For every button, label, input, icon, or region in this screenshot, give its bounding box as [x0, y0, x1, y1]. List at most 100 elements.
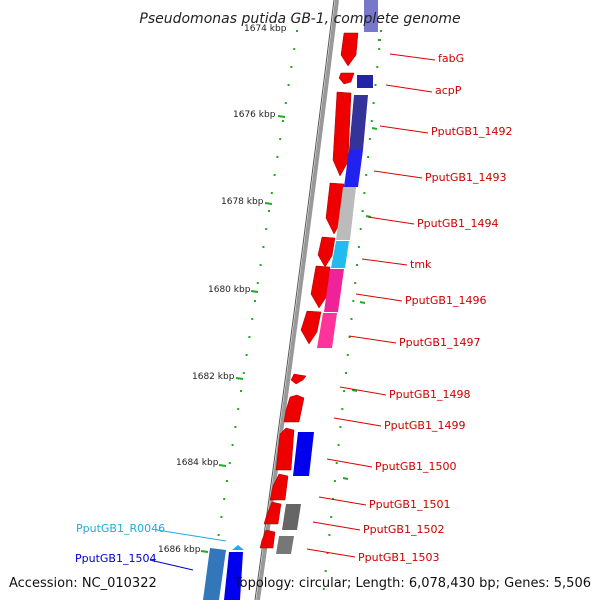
scale-dot [350, 318, 353, 320]
scale-dot [380, 30, 382, 32]
gene-label: acpP [435, 84, 462, 97]
scale-dot [348, 336, 351, 338]
scale-dot [296, 30, 298, 32]
tick-label: 1674 kbp [244, 24, 287, 34]
cds-arrow-acpP [338, 72, 355, 85]
scale-dot [368, 138, 371, 140]
cds-arrow-1501 [269, 473, 289, 501]
function-block [357, 75, 373, 88]
tick-mark [250, 290, 259, 293]
forward-cds-track [259, 32, 359, 549]
scale-dot [293, 48, 296, 50]
scale-dot [242, 372, 245, 374]
scale-dot [220, 516, 223, 518]
scale-dot [228, 462, 231, 464]
scale-dot [354, 282, 357, 284]
function-block [344, 150, 363, 187]
scale-dot [326, 552, 329, 554]
scale-dot [240, 390, 242, 392]
function-block [203, 548, 226, 600]
gene-label: PputGB1_1501 [369, 498, 450, 511]
tick-label: 1680 kbp [208, 285, 251, 295]
scale-dot [372, 102, 375, 104]
gene-label: PputGB1_1494 [417, 217, 498, 230]
scale-dot [276, 156, 279, 158]
scale-dot [248, 336, 251, 338]
scale-dot [376, 66, 379, 68]
accession-text: Accession: NC_010322 [9, 576, 157, 591]
cds-arrow-1503 [259, 529, 276, 549]
scale-dot [273, 174, 276, 176]
cds-arrow-tmk [317, 236, 336, 268]
scale-dot [322, 588, 325, 590]
gene-label: PputGB1_1493 [425, 171, 506, 184]
function-block [336, 187, 356, 240]
scale-dot [265, 228, 268, 230]
scale-dot [254, 300, 256, 302]
scale-dot [343, 390, 346, 392]
scale-dot [251, 318, 254, 320]
scale-dot [262, 246, 265, 248]
scale-dot [374, 84, 377, 86]
tick-label: 1682 kbp [192, 372, 235, 382]
function-block [282, 504, 301, 530]
scale-dot [290, 66, 293, 68]
leader-line-rrna [156, 529, 227, 542]
scale-dot [284, 102, 287, 104]
scale-dot [335, 462, 338, 464]
scale-dot [282, 120, 284, 122]
scale-dot [226, 480, 228, 482]
gene-label: PputGB1_1497 [399, 336, 480, 349]
function-block [293, 432, 314, 476]
scale-ticks: 1674 kbp 1676 kbp 1678 kbp 1680 kbp 1682… [158, 24, 287, 555]
cds-arrow-1499 [283, 394, 305, 423]
function-block [349, 95, 368, 150]
scale-dot [346, 354, 349, 356]
scale-dot [363, 192, 366, 194]
cds-arrow-1496 [310, 265, 331, 309]
scale-dot [352, 300, 355, 302]
scale-dot [245, 354, 248, 356]
scale-dot [234, 426, 237, 428]
tick-label: 1678 kbp [221, 197, 264, 207]
scale-dot [270, 192, 273, 194]
scale-dot [330, 516, 333, 518]
scale-dot [279, 138, 282, 140]
gene-label: PputGB1_1503 [358, 551, 439, 564]
map-title: Pseudomonas putida GB-1, complete genome [139, 11, 460, 27]
tick-mark [235, 377, 244, 380]
scale-dot [333, 480, 336, 482]
topology-text: Topology: circular; Length: 6,078,430 bp… [233, 576, 591, 591]
gene-label-1504: PputGB1_1504 [75, 552, 156, 565]
tick-label: 1686 kbp [158, 545, 201, 555]
scale-dot [365, 174, 368, 176]
gene-label: PputGB1_1496 [405, 294, 486, 307]
leader-line-1504 [149, 559, 194, 571]
gene-label: PputGB1_1498 [389, 388, 470, 401]
scale-dot [370, 120, 373, 122]
gene-label-rrna: PputGB1_R0046 [76, 522, 165, 535]
tick-label: 1676 kbp [233, 110, 276, 120]
scale-dot [231, 444, 234, 446]
scale-dot [361, 210, 364, 212]
gene-labels-right: fabG acpP PputGB1_1492 PputGB1_1493 Pput… [358, 52, 512, 564]
cds-arrow-1492 [332, 91, 352, 177]
scale-dot [339, 426, 342, 428]
scale-dot [237, 408, 240, 410]
function-block [276, 536, 294, 554]
gene-label: PputGB1_1492 [431, 125, 512, 138]
scale-dot [328, 534, 331, 536]
cds-arrow-1500 [275, 427, 295, 471]
tick-mark [218, 464, 227, 467]
scale-dot [378, 48, 381, 50]
gene-label: PputGB1_1502 [363, 523, 444, 536]
tick-mark [277, 115, 286, 118]
scale-dot [223, 498, 226, 500]
function-track [203, 0, 378, 600]
cds-arrow-1497 [300, 310, 322, 345]
function-block [364, 0, 378, 32]
tick-mark [200, 550, 209, 553]
scale-dot [356, 264, 358, 266]
scale-dot [324, 570, 327, 572]
